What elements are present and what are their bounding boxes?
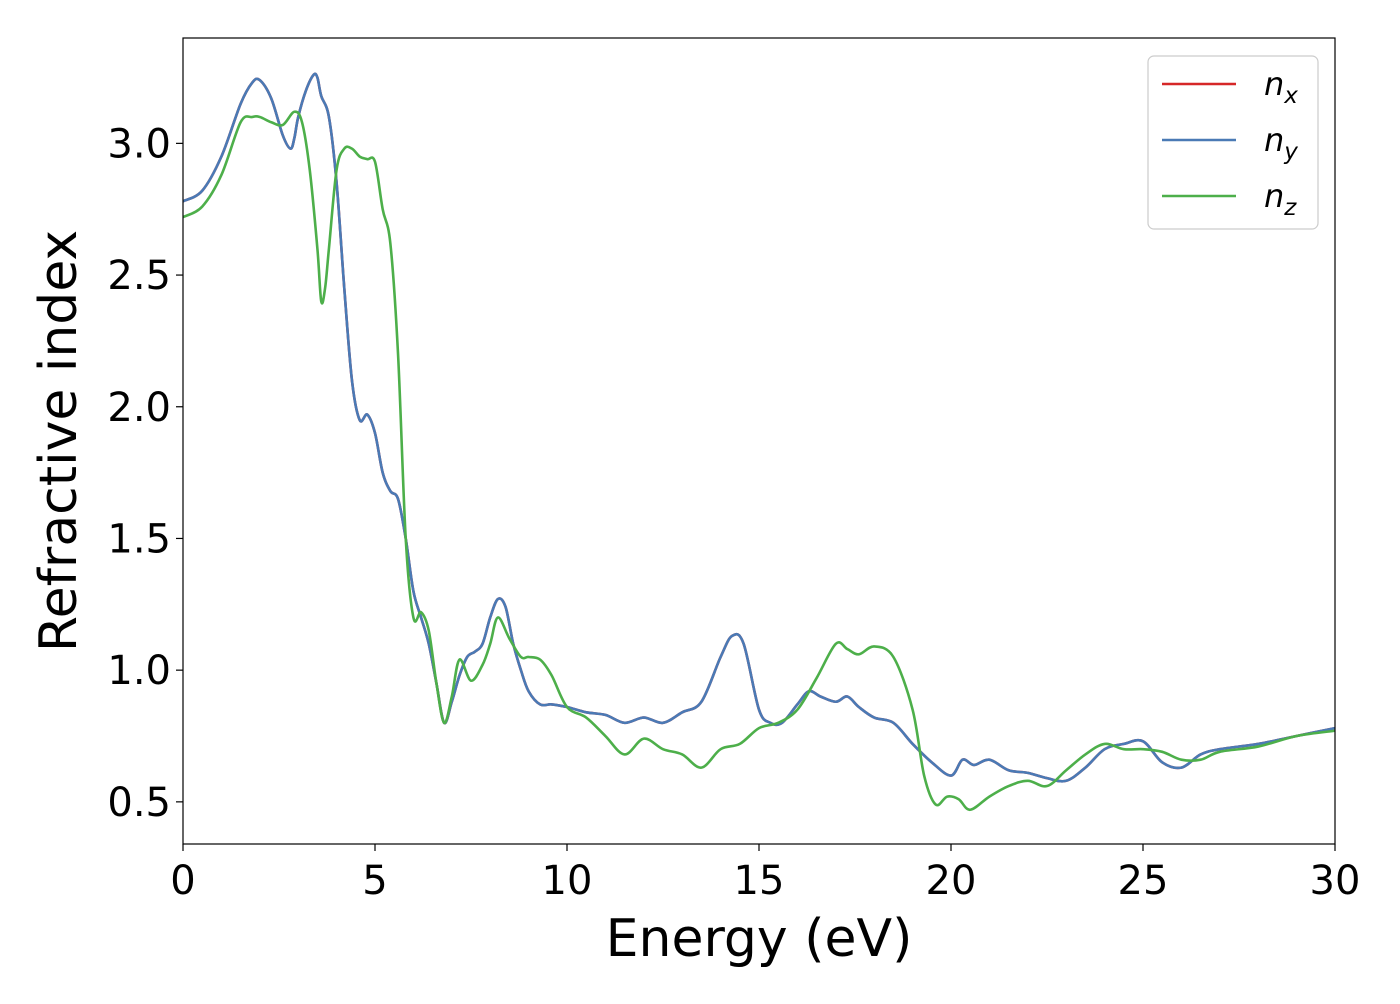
x-tick-label: 5: [362, 858, 387, 904]
legend-box: [1147, 55, 1319, 230]
y-tick-label: 2.0: [107, 385, 171, 431]
legend-label-subscript: y: [1283, 139, 1298, 165]
y-tick-label: 2.5: [107, 253, 171, 299]
series-layer: [183, 72, 1335, 812]
series-line-nz: [183, 110, 1335, 812]
legend-label-nx: nx: [1264, 65, 1298, 109]
x-axis: 0 5 10 15 20 25 30: [170, 844, 1360, 904]
x-tick-label: 30: [1310, 858, 1361, 904]
y-tick-label: 1.0: [107, 648, 171, 694]
y-axis-label: Refractive index: [29, 230, 89, 652]
y-tick-label: 0.5: [107, 780, 171, 826]
y-axis: 0.5 1.0 1.5 2.0 2.5 3.0: [107, 121, 183, 826]
x-tick-label: 20: [926, 858, 977, 904]
x-axis-label: Energy (eV): [606, 909, 913, 969]
legend-label-subscript: z: [1283, 195, 1297, 221]
y-tick-label: 1.5: [107, 516, 171, 562]
series-line-ny: [183, 72, 1335, 783]
legend-label-main: n: [1264, 65, 1284, 103]
x-tick-label: 15: [734, 858, 785, 904]
legend-label-subscript: x: [1283, 83, 1298, 109]
legend-label-nz: nz: [1264, 177, 1297, 221]
y-tick-label: 3.0: [107, 121, 171, 167]
x-tick-label: 25: [1118, 858, 1169, 904]
legend-label-main: n: [1264, 121, 1284, 159]
x-tick-label: 0: [170, 858, 195, 904]
legend-label-ny: ny: [1264, 121, 1298, 165]
legend-label-main: n: [1264, 177, 1284, 215]
x-tick-label: 10: [542, 858, 593, 904]
